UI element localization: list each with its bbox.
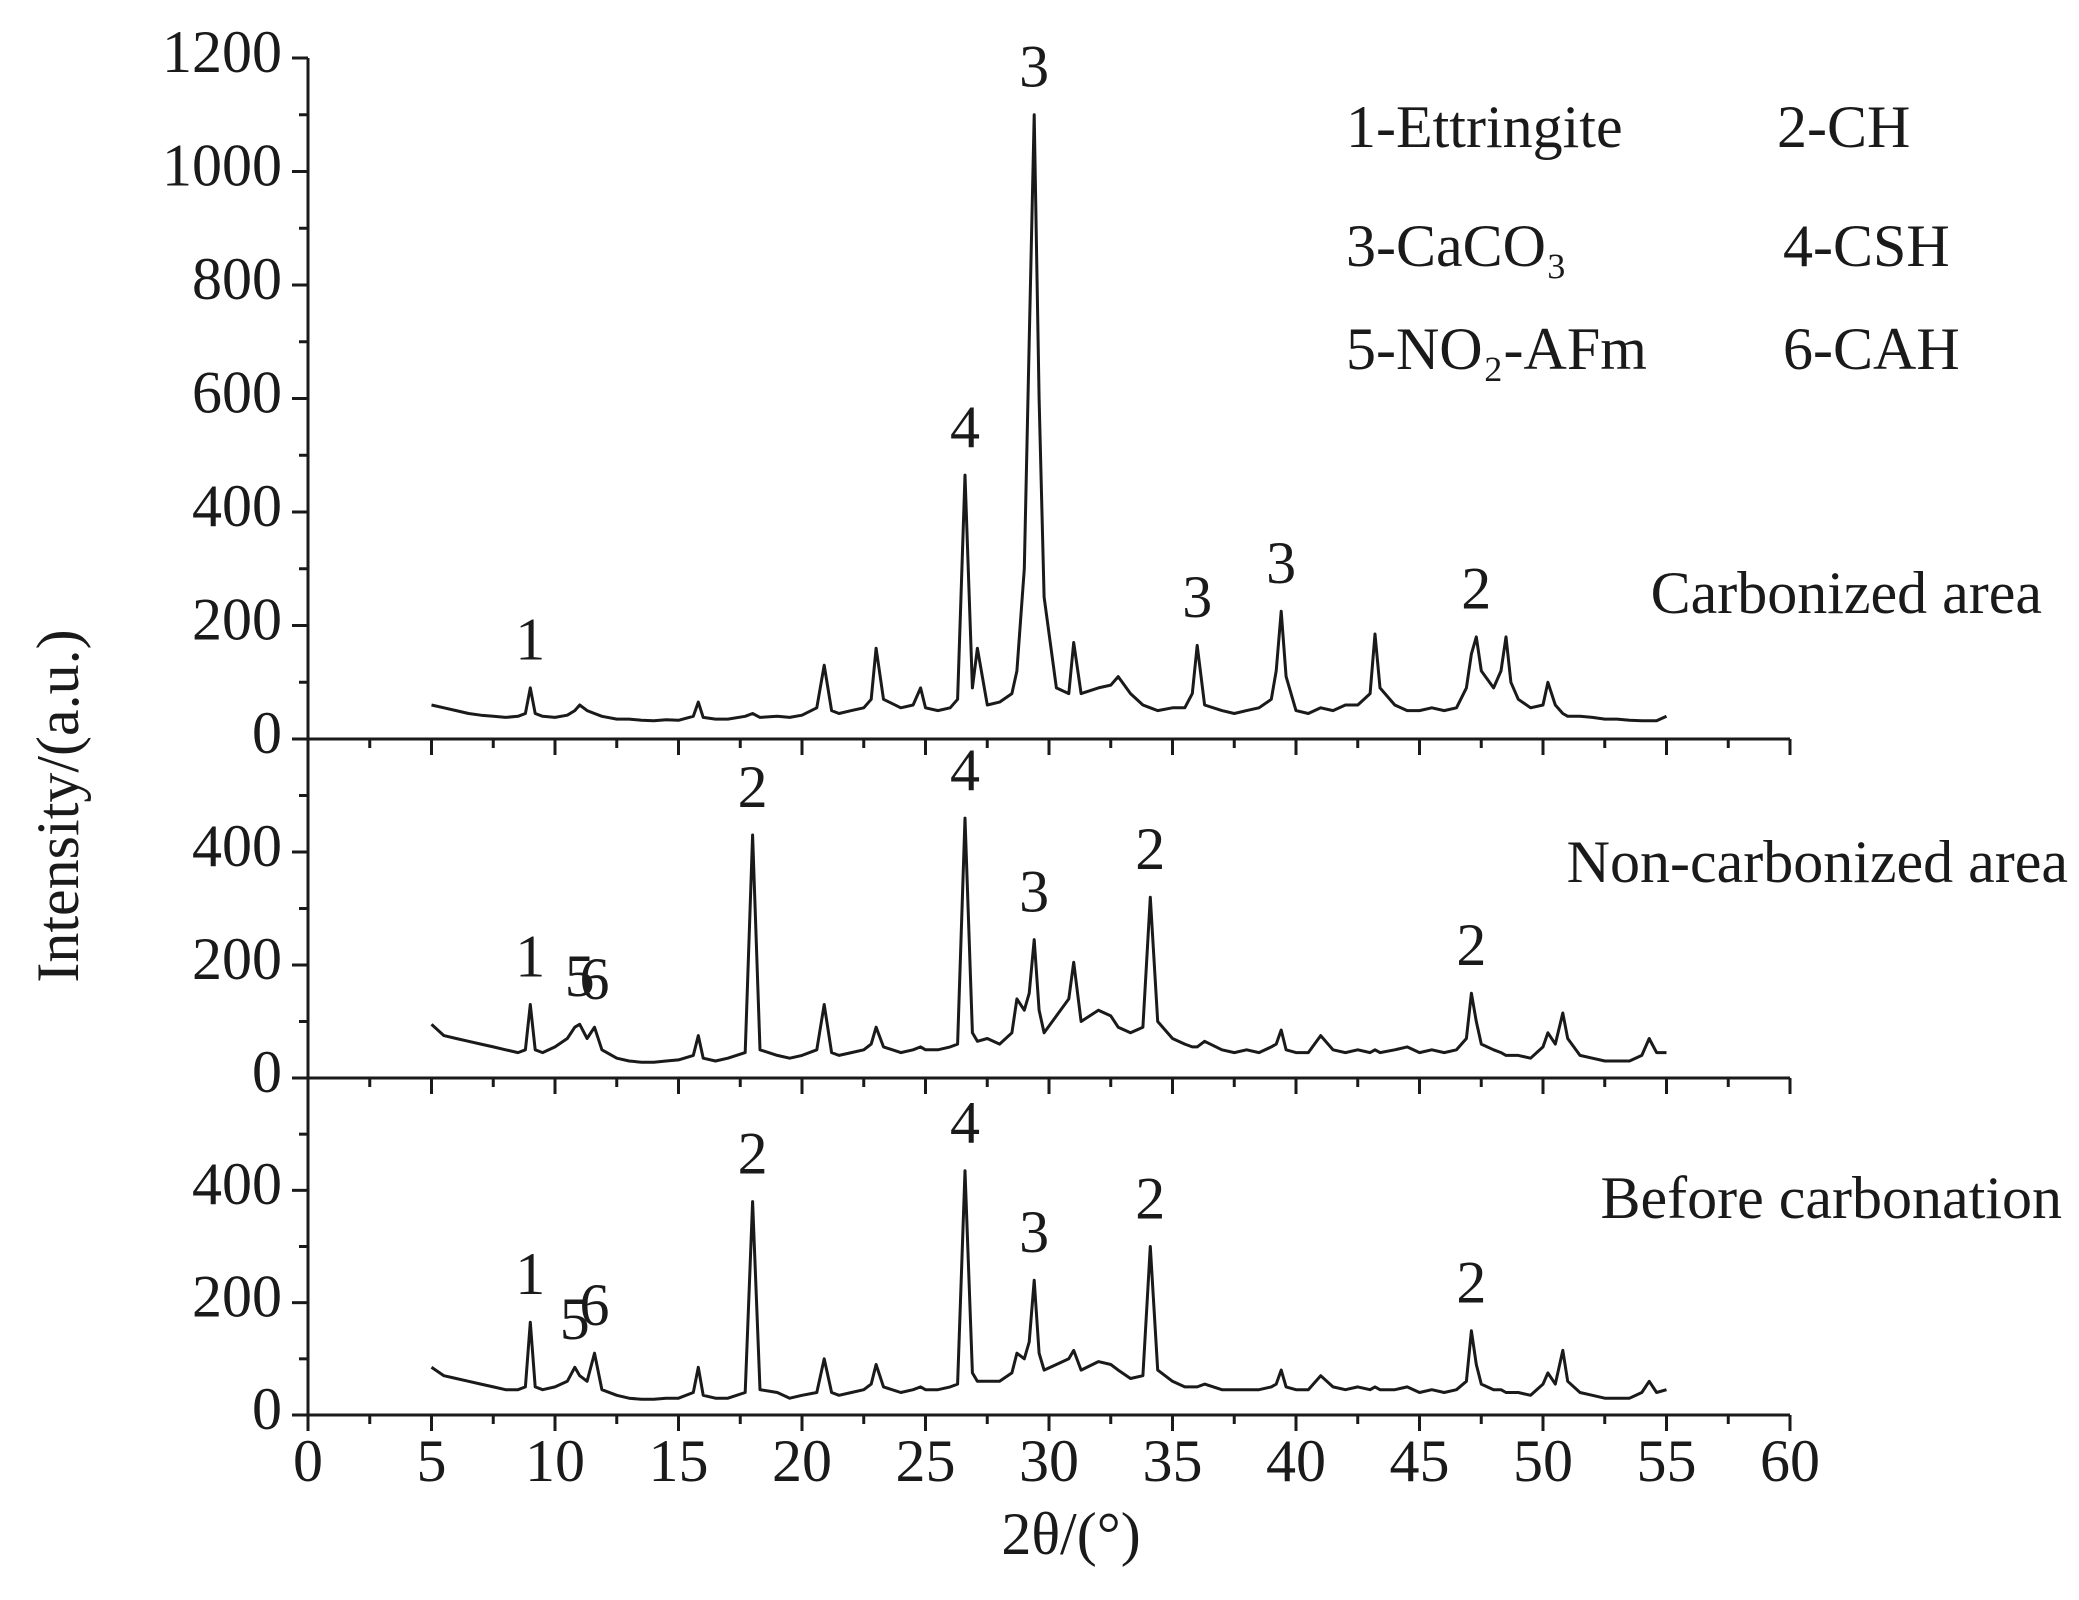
y-tick-label: 0 bbox=[252, 1376, 282, 1442]
y-tick-label: 1200 bbox=[162, 19, 282, 85]
x-tick-label: 40 bbox=[1266, 1428, 1326, 1494]
x-tick-label: 45 bbox=[1390, 1428, 1450, 1494]
peak-key-entry: 4-CSH bbox=[1783, 213, 1950, 279]
y-tick-label: 400 bbox=[192, 1151, 282, 1217]
peak-label: 3 bbox=[1266, 530, 1296, 596]
peak-label: 2 bbox=[1135, 1165, 1165, 1231]
peak-label: 4 bbox=[950, 394, 980, 460]
peak-key-entry: 2-CH bbox=[1777, 94, 1910, 160]
panel-label: Carbonized area bbox=[1651, 560, 2042, 626]
peak-label: 2 bbox=[738, 1120, 768, 1186]
peak-label: 2 bbox=[1456, 912, 1486, 978]
x-axis-label: 2θ/(°) bbox=[1001, 1501, 1140, 1567]
xrd-line bbox=[430, 1169, 1667, 1401]
x-tick-label: 50 bbox=[1513, 1428, 1573, 1494]
peak-label: 3 bbox=[1019, 34, 1049, 100]
x-tick-label: 35 bbox=[1143, 1428, 1203, 1494]
y-tick-label: 600 bbox=[192, 359, 282, 425]
panel-label: Non-carbonized area bbox=[1567, 829, 2068, 895]
x-tick-label: 10 bbox=[525, 1428, 585, 1494]
peak-label: 4 bbox=[950, 737, 980, 803]
x-tick-label: 0 bbox=[293, 1428, 323, 1494]
xrd-line bbox=[431, 113, 1668, 723]
peak-label: 4 bbox=[950, 1089, 980, 1155]
peak-label: 6 bbox=[580, 1272, 610, 1338]
peak-label: 5 bbox=[560, 1286, 590, 1352]
xrd-line bbox=[430, 816, 1667, 1064]
x-tick-label: 5 bbox=[417, 1428, 447, 1494]
peak-label: 1 bbox=[515, 1241, 545, 1307]
x-tick-label: 20 bbox=[772, 1428, 832, 1494]
peak-label: 1 bbox=[515, 607, 545, 673]
x-tick-label: 60 bbox=[1760, 1428, 1820, 1494]
peak-key-entry: 1-Ettringite bbox=[1346, 94, 1623, 160]
peak-label: 5 bbox=[565, 943, 595, 1009]
peak-label: 2 bbox=[1461, 556, 1491, 622]
panel-label: Before carbonation bbox=[1601, 1165, 2062, 1231]
peak-label: 3 bbox=[1019, 858, 1049, 924]
peak-key-entry: 5-NO₂-AFm bbox=[1346, 316, 1647, 382]
peak-label: 1 bbox=[515, 923, 545, 989]
y-tick-label: 800 bbox=[192, 246, 282, 312]
y-tick-label: 400 bbox=[192, 473, 282, 539]
y-tick-label: 200 bbox=[192, 1263, 282, 1329]
peak-key-entry: 6-CAH bbox=[1783, 316, 1960, 382]
y-tick-label: 200 bbox=[192, 926, 282, 992]
x-tick-label: 55 bbox=[1637, 1428, 1697, 1494]
y-tick-label: 0 bbox=[252, 1039, 282, 1105]
y-tick-label: 400 bbox=[192, 813, 282, 879]
y-tick-label: 1000 bbox=[162, 132, 282, 198]
y-axis-label: Intensity/(a.u.) bbox=[25, 629, 91, 982]
peak-key-entry: 3-CaCO₃ bbox=[1346, 213, 1567, 279]
peak-label: 2 bbox=[1135, 816, 1165, 882]
y-tick-label: 200 bbox=[192, 586, 282, 652]
peak-label: 2 bbox=[1456, 1250, 1486, 1316]
peak-label: 3 bbox=[1019, 1199, 1049, 1265]
x-tick-label: 15 bbox=[649, 1428, 709, 1494]
peak-label: 6 bbox=[580, 946, 610, 1012]
y-tick-label: 0 bbox=[252, 700, 282, 766]
x-tick-label: 25 bbox=[896, 1428, 956, 1494]
x-tick-label: 30 bbox=[1019, 1428, 1079, 1494]
peak-label: 3 bbox=[1182, 564, 1212, 630]
peak-label: 2 bbox=[738, 754, 768, 820]
